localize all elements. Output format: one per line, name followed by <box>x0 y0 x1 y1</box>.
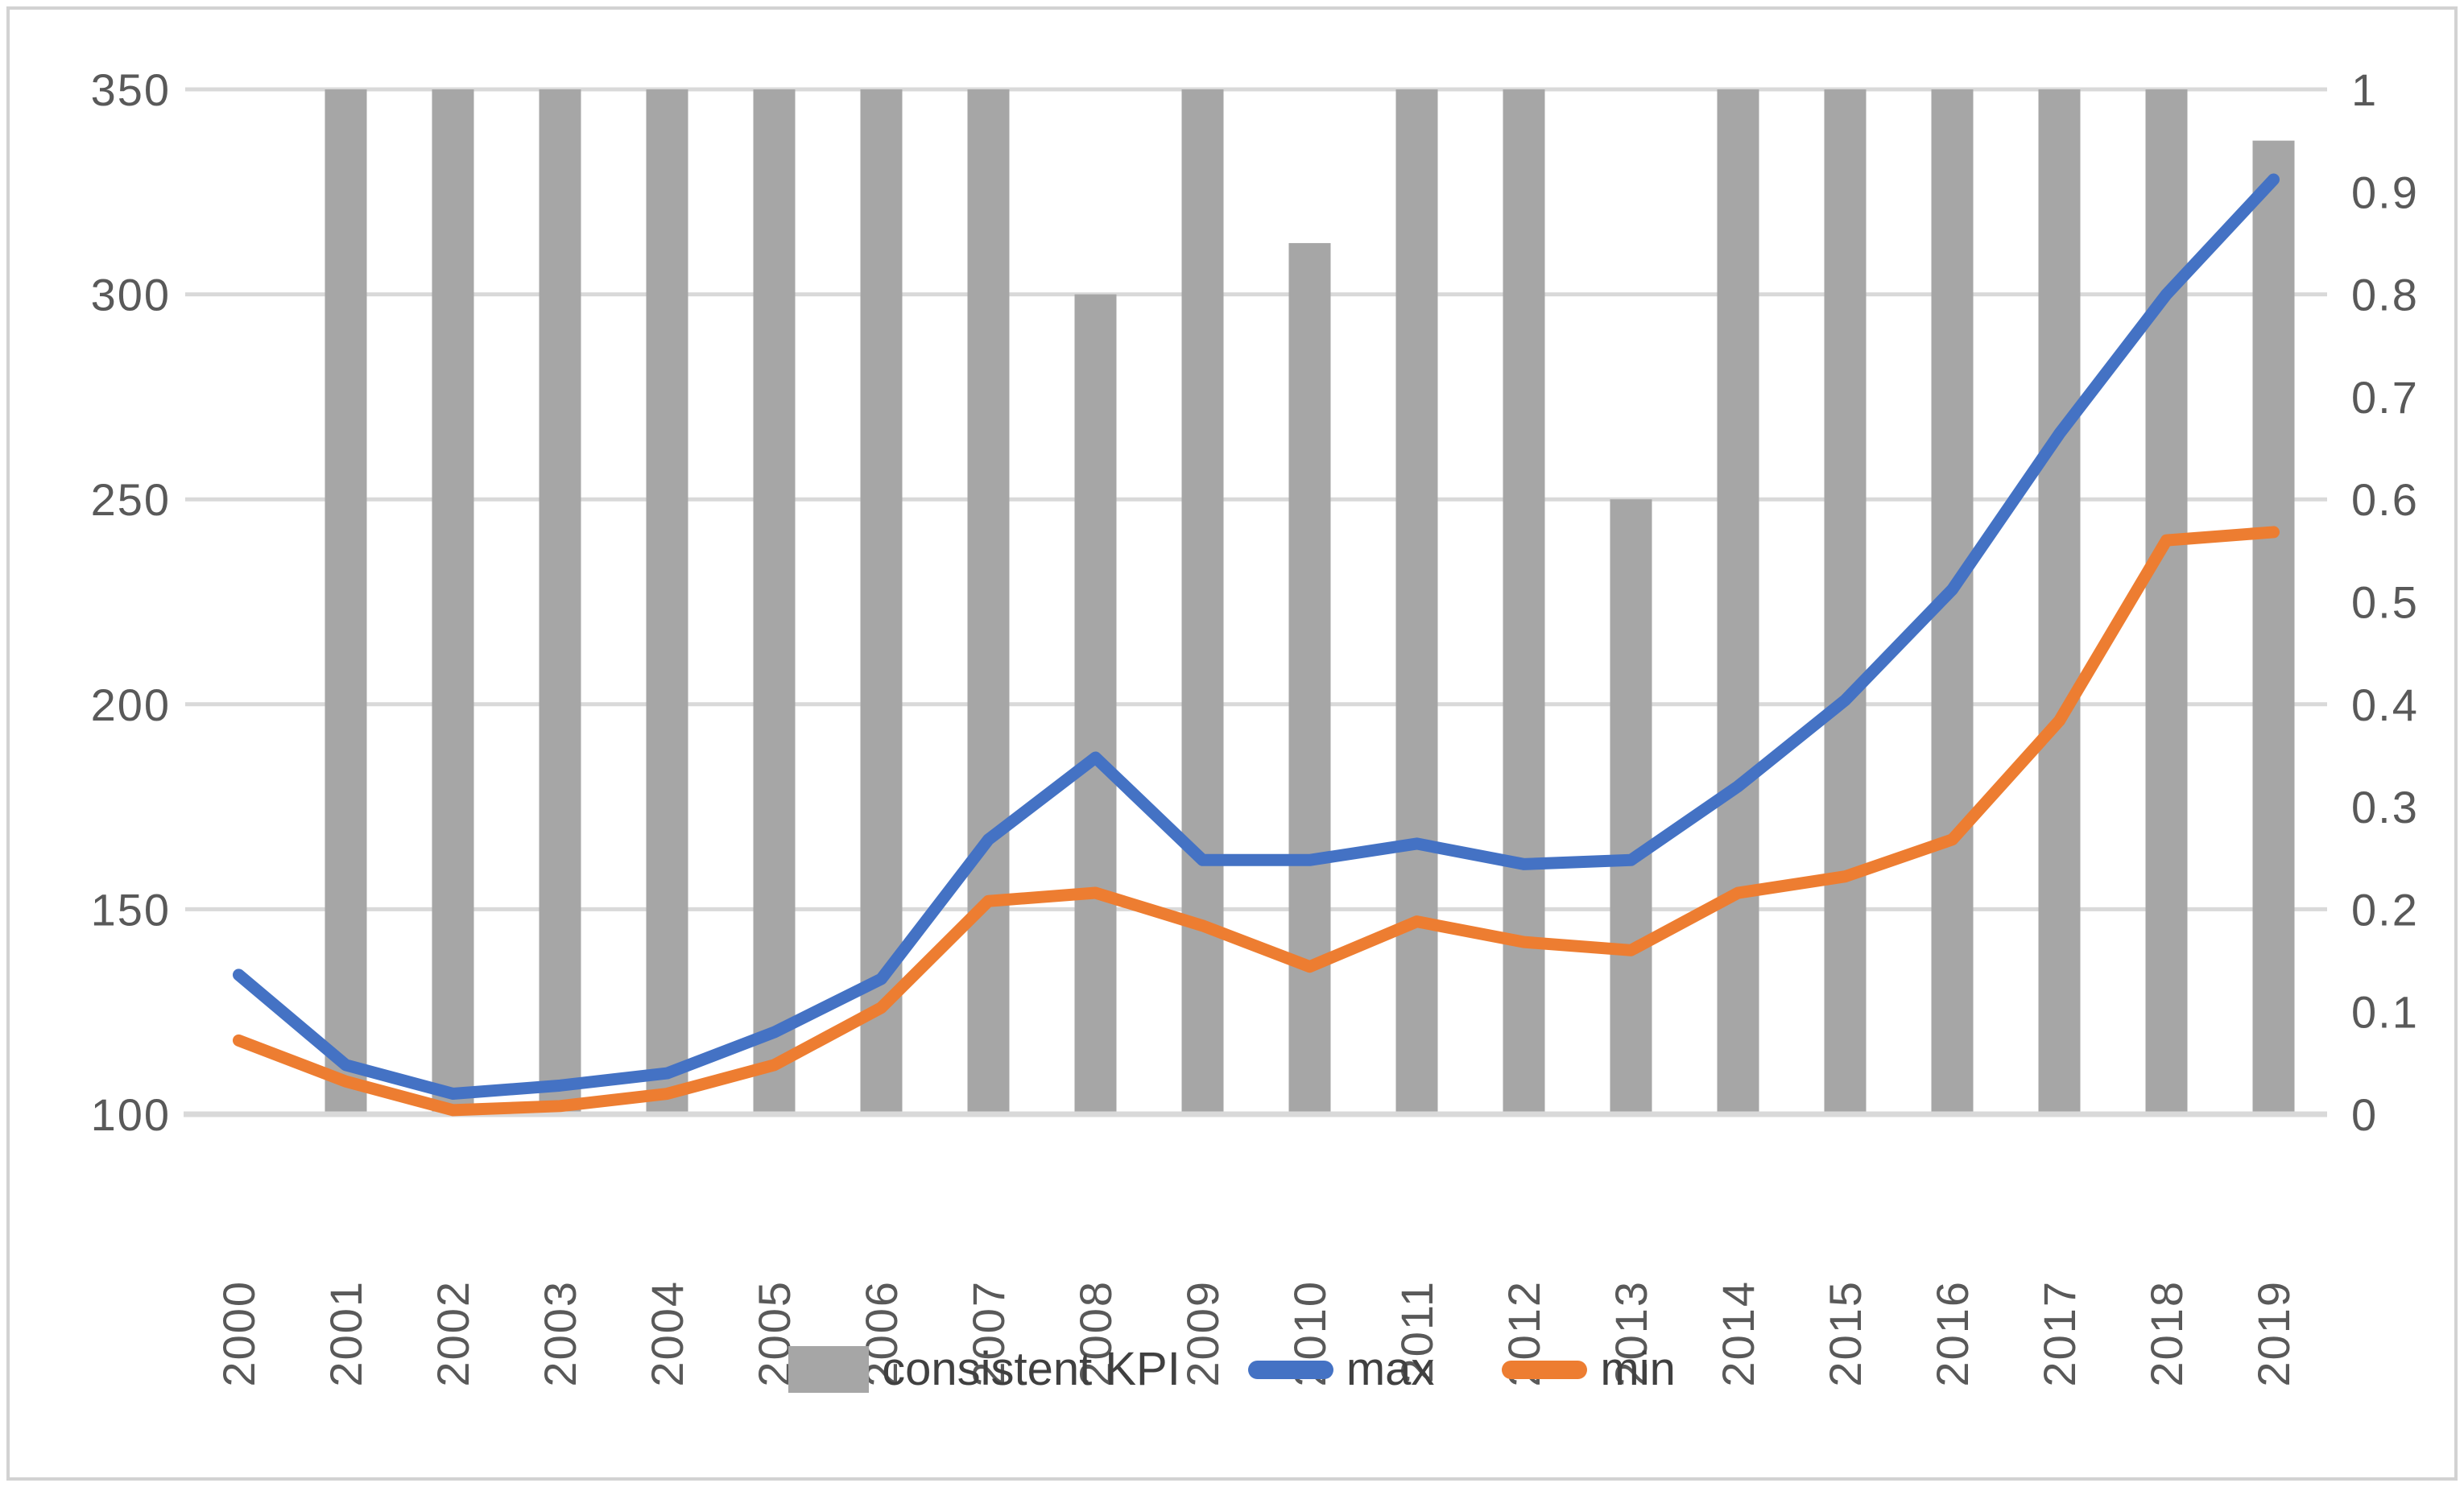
x-axis-label-2001: 2001 <box>320 1280 371 1387</box>
x-axis-label-2002: 2002 <box>428 1280 478 1387</box>
left-axis-tick-150: 150 <box>91 884 171 935</box>
right-axis-tick-0.7: 0.7 <box>2351 372 2419 423</box>
bar-2010 <box>1288 242 1331 1115</box>
legend-label-min: min <box>1600 1343 1676 1395</box>
x-axis-label-2009: 2009 <box>1177 1280 1228 1387</box>
x-axis-label-2014: 2014 <box>1713 1280 1763 1387</box>
bar-2005 <box>753 89 796 1114</box>
bar-2019 <box>2252 140 2295 1114</box>
bar-2008 <box>1074 294 1117 1115</box>
x-axis-label-2004: 2004 <box>642 1280 692 1387</box>
x-axis-label-2019: 2019 <box>2248 1280 2299 1387</box>
bar-2012 <box>1503 89 1545 1114</box>
bar-2013 <box>1610 499 1652 1114</box>
right-axis-tick-1: 1 <box>2351 64 2378 115</box>
right-axis-tick-0.5: 0.5 <box>2351 577 2419 628</box>
bar-2007 <box>967 89 1010 1114</box>
left-axis-tick-100: 100 <box>91 1089 171 1140</box>
x-axis-label-2007: 2007 <box>963 1280 1014 1387</box>
bar-2018 <box>2145 89 2188 1114</box>
right-axis-tick-0: 0 <box>2351 1089 2378 1140</box>
left-axis-tick-350: 350 <box>91 64 171 115</box>
x-axis-label-2008: 2008 <box>1070 1280 1121 1387</box>
left-axis-tick-300: 300 <box>91 270 171 320</box>
bar-2017 <box>2038 89 2081 1114</box>
bar-2003 <box>539 89 581 1114</box>
min-line-series <box>233 526 2280 1117</box>
x-axis-label-2000: 2000 <box>213 1280 264 1387</box>
right-axis-tick-0.8: 0.8 <box>2351 270 2419 320</box>
legend-label-max: max <box>1346 1343 1435 1395</box>
right-axis-tick-0.9: 0.9 <box>2351 167 2419 217</box>
legend-item-min[interactable]: min <box>1502 1343 1676 1395</box>
x-axis-label-2017: 2017 <box>2034 1280 2085 1387</box>
max-line-series <box>233 173 2280 1101</box>
bar-2004 <box>646 89 688 1114</box>
right-axis-tick-0.3: 0.3 <box>2351 782 2419 832</box>
max-line-swatch <box>1247 1360 1333 1379</box>
bar-2011 <box>1395 89 1438 1114</box>
x-axis-label-2003: 2003 <box>535 1280 585 1387</box>
bar-2001 <box>325 89 367 1114</box>
x-axis-label-2016: 2016 <box>1927 1280 1978 1387</box>
bar-2014 <box>1717 89 1759 1114</box>
legend-label-consistent-kpi: consistent KPI <box>882 1343 1180 1395</box>
bar-series-swatch <box>788 1346 870 1393</box>
left-axis-tick-250: 250 <box>91 474 171 525</box>
x-axis-label-2015: 2015 <box>1820 1280 1871 1387</box>
legend-item-max[interactable]: max <box>1247 1343 1435 1395</box>
right-axis-tick-0.4: 0.4 <box>2351 679 2419 730</box>
x-axis-label-2018: 2018 <box>2141 1280 2192 1387</box>
bar-2015 <box>1824 89 1867 1114</box>
right-axis-tick-0.2: 0.2 <box>2351 884 2419 935</box>
bar-2002 <box>432 89 474 1114</box>
x-axis-label-2011: 2011 <box>1391 1280 1442 1383</box>
right-axis-tick-0.6: 0.6 <box>2351 474 2419 525</box>
left-axis-tick-200: 200 <box>91 679 171 730</box>
min-line-swatch <box>1502 1360 1588 1379</box>
x-axis-label-2013: 2013 <box>1606 1280 1656 1387</box>
legend: consistent KPI max min <box>0 1346 2464 1393</box>
right-axis-tick-0.1: 0.1 <box>2351 987 2419 1038</box>
bar-2009 <box>1181 89 1224 1114</box>
bar-2006 <box>860 89 903 1114</box>
legend-item-consistent-kpi[interactable]: consistent KPI <box>788 1346 1180 1393</box>
